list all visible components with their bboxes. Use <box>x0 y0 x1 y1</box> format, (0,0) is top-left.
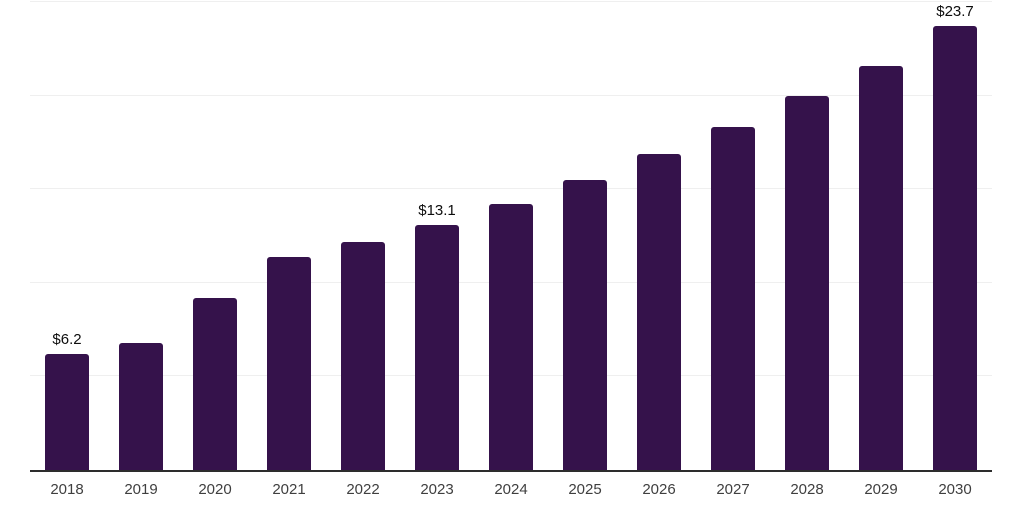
x-tick-label: 2028 <box>790 481 824 498</box>
plot-area: $6.2 $13.1 $23.7 <box>30 1 992 472</box>
x-tick-label: 2018 <box>50 481 84 498</box>
bar <box>193 297 237 470</box>
bar-slot <box>770 2 844 470</box>
bar <box>933 26 977 470</box>
bar-slot: $23.7 <box>918 2 992 470</box>
bar-slot <box>178 2 252 470</box>
bars: $6.2 $13.1 $23.7 <box>30 2 992 470</box>
bar-slot <box>326 2 400 470</box>
bar-slot: $13.1 <box>400 2 474 470</box>
bar <box>711 127 755 470</box>
bar-slot <box>252 2 326 470</box>
gridline <box>30 1 992 2</box>
bar <box>267 256 311 470</box>
bar <box>415 224 459 470</box>
gridline <box>30 188 992 190</box>
bar-slot <box>474 2 548 470</box>
bar <box>637 153 681 470</box>
bar <box>45 353 89 470</box>
x-tick-label: 2026 <box>642 481 676 498</box>
x-tick-label: 2019 <box>124 481 158 498</box>
bar-value-label: $6.2 <box>52 330 82 348</box>
x-tick-label: 2022 <box>346 481 380 498</box>
x-tick-label: 2024 <box>494 481 528 498</box>
bar <box>859 65 903 470</box>
bar-slot <box>548 2 622 470</box>
x-tick-label: 2025 <box>568 481 602 498</box>
bar-slot: $6.2 <box>30 2 104 470</box>
bar <box>489 204 533 470</box>
bar-value-label: $13.1 <box>418 201 456 219</box>
bar <box>563 179 607 470</box>
x-tick-label: 2021 <box>272 481 306 498</box>
bar <box>341 241 385 470</box>
bar-value-label: $23.7 <box>936 3 974 21</box>
bar <box>119 342 163 470</box>
x-tick-label: 2027 <box>716 481 750 498</box>
gridline <box>30 94 992 96</box>
x-axis-labels: 2018 2019 2020 2021 2022 2023 2024 2025 2026 2027… <box>30 481 992 498</box>
x-tick-label: 2030 <box>938 481 972 498</box>
x-axis-line <box>30 470 992 472</box>
x-tick-label: 2029 <box>864 481 898 498</box>
bar <box>785 95 829 470</box>
bar-slot <box>104 2 178 470</box>
x-tick-label: 2020 <box>198 481 232 498</box>
bar-slot <box>844 2 918 470</box>
bar-slot <box>622 2 696 470</box>
x-tick-label: 2023 <box>420 481 454 498</box>
bar-slot <box>696 2 770 470</box>
